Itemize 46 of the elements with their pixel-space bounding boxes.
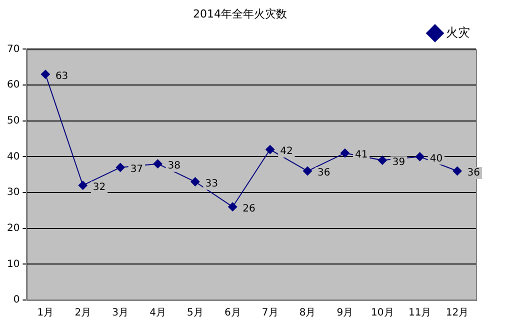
point	[190, 177, 200, 186]
x-tick-label: 12月	[446, 308, 469, 319]
data-label: 40	[430, 153, 443, 164]
point	[153, 159, 162, 168]
y-tick-label: 40	[6, 151, 20, 162]
y-tick-label: 50	[6, 115, 20, 126]
point	[415, 152, 424, 162]
data-label: 63	[55, 70, 68, 82]
point	[452, 166, 462, 176]
point	[228, 202, 238, 212]
point	[40, 70, 50, 79]
legend-label: 火灾	[446, 25, 470, 40]
x-tick-label: 4月	[150, 308, 166, 319]
x-tick-label: 7月	[262, 308, 278, 319]
x-tick-label: 11月	[408, 308, 432, 319]
y-tick-label: 20	[6, 222, 20, 234]
x-tick-label: 2月	[74, 308, 92, 319]
y-tick-label: 0	[13, 294, 20, 306]
data-label: 42	[280, 146, 293, 158]
data-label: 26	[242, 203, 256, 214]
y-tick-label: 70	[6, 44, 20, 55]
point	[340, 148, 350, 158]
point	[78, 180, 88, 190]
x-tick-label: 9月	[336, 308, 354, 319]
chart-title: 2014年全年火灾数	[193, 7, 287, 20]
x-tick-label: 10月	[371, 308, 394, 319]
data-label: 36	[318, 168, 330, 179]
x-tick-label: 3月	[112, 308, 129, 319]
point	[116, 162, 125, 172]
y-tick-label: 30	[6, 187, 20, 198]
x-tick-label: 5月	[187, 308, 204, 319]
data-label: 32	[92, 182, 106, 193]
point	[303, 166, 312, 176]
data-label: 36	[467, 168, 480, 179]
point	[266, 145, 275, 154]
data-label: 33	[205, 178, 218, 190]
x-tick-label: 8月	[299, 308, 316, 319]
data-label: 39	[392, 156, 406, 168]
data-label: 37	[130, 164, 144, 176]
y-tick-label: 60	[6, 80, 20, 91]
x-tick-label: 6月	[224, 308, 241, 319]
data-label: 38	[168, 160, 180, 172]
point	[378, 156, 387, 165]
x-tick-label: 1月	[37, 308, 54, 319]
data-label: 41	[354, 150, 368, 161]
y-tick-label: 10	[6, 258, 20, 270]
